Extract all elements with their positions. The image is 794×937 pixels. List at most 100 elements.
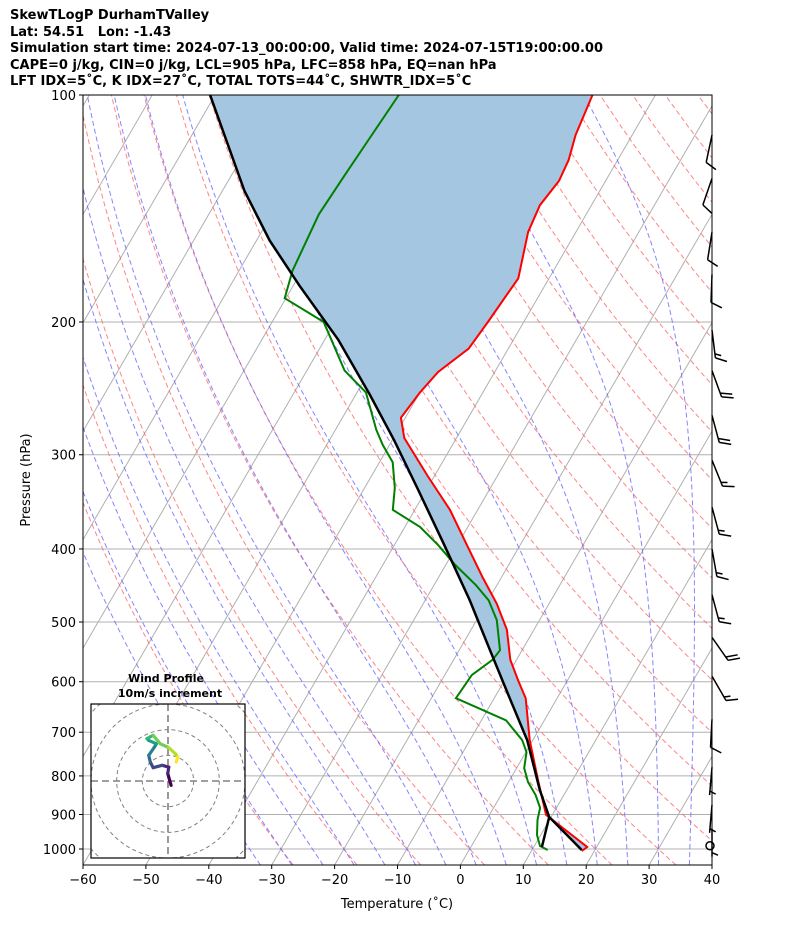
cin-shaded-area [210,95,593,851]
dry-adiabat [273,95,712,734]
x-tick-label: −60 [69,873,96,888]
x-tick-label: −10 [384,873,411,888]
moist-adiabat [358,95,629,865]
dry-adiabat [534,95,712,339]
barb-full [705,161,717,171]
wind-barb [711,594,732,625]
isotherm-gridline [585,647,712,865]
dry-adiabat [83,112,485,865]
barb-staff [711,675,727,701]
isotherm-gridline [83,95,279,433]
dry-adiabat [338,95,712,630]
x-tick-label: 10 [515,873,532,888]
barb-full [715,357,728,363]
barb-half [711,852,719,856]
dry-adiabat [83,383,358,865]
barb-staff [711,506,720,535]
dry-adiabat [208,95,712,842]
y-tick-label: 700 [51,726,76,741]
isotherm-gridline [83,95,216,324]
indices-text-1: CAPE=0 j/kg, CIN=0 j/kg, LCL=905 hPa, LF… [10,57,497,73]
barb-staff [711,415,720,443]
wind-barb [706,231,719,268]
x-tick-label: −40 [195,873,222,888]
isotherm-gridline [459,430,712,865]
isotherm-gridline [648,755,712,865]
wind-barb [705,134,717,171]
hodograph-trace-segment [174,755,180,764]
barb-full [718,437,731,442]
wind-barb [705,840,715,851]
wind-barb [711,636,741,662]
barb-full [725,698,739,702]
dry-adiabat [371,95,712,579]
y-tick-label: 200 [51,316,76,331]
barb-staff [711,459,724,487]
wind-barb [711,329,728,363]
y-tick-label: 100 [51,89,76,104]
barb-full [725,654,738,658]
x-tick-label: 30 [641,873,658,888]
isotherm-gridline [83,95,90,107]
isotherm-gridline [208,95,656,865]
moist-adiabat [113,95,477,865]
parcel-path-line [208,95,583,851]
moist-adiabat [83,355,355,865]
y-tick-label: 900 [51,808,76,823]
moist-adiabat [83,425,324,865]
wind-barb [702,178,713,214]
calm-wind-circle [705,840,715,851]
wind-barb [708,767,717,796]
y-tick-label: 800 [51,770,76,785]
dry-adiabat [83,257,422,865]
barb-staff [711,636,729,661]
dewpoint-line [283,95,549,851]
moist-adiabat [86,95,447,865]
wind-barb [711,675,739,702]
moist-adiabat [285,95,598,865]
mixing-ratio-line [540,816,551,848]
dry-adiabat [599,95,712,248]
barb-half [723,695,731,698]
moist-adiabat [583,95,695,865]
barb-full [721,396,734,399]
barb-full [710,301,723,309]
y-tick-label: 500 [51,616,76,631]
axis-ticks: −60 −50 −40 −30 −20 −10 0 10 20 30 40 100 200 300 400 5… [43,89,720,888]
hodograph-trace-segment [166,771,173,787]
hodograph-trace-segment [147,745,156,757]
moist-adiabat [144,95,507,865]
barb-half [709,790,717,795]
barb-staff [706,231,713,260]
barb-half [716,571,723,575]
barb-staff [705,134,713,163]
chart-header: SkewTLogP DurhamTValley Lat: 54.51 Lon: … [10,8,603,91]
x-tick-label: 40 [704,873,721,888]
chart-title: SkewTLogP DurhamTValley [10,8,210,23]
wind-barb [711,506,732,537]
isotherm-gridline [522,538,712,865]
barb-full [719,441,732,446]
wind-barb [711,370,734,399]
barb-full [720,392,733,395]
barb-staff [711,329,717,358]
moist-adiabat [83,490,293,865]
x-tick-label: −50 [132,873,159,888]
y-tick-label: 300 [51,449,76,464]
barb-half [718,617,725,620]
wind-barb [710,274,723,309]
y-tick-label: 400 [51,543,76,558]
hodograph-title: Wind Profile [128,672,204,685]
barb-full [727,657,741,662]
barb-full [702,204,713,214]
barb-full [716,575,729,581]
barb-staff [711,370,723,398]
dry-adiabat [176,95,677,865]
background-lines [83,95,712,865]
moist-adiabat [83,277,386,865]
indices-text-2: LFT IDX=5˚C, K IDX=27˚C, TOTAL TOTS=44˚C… [10,74,472,89]
dry-adiabat [501,95,712,386]
x-tick-label: −30 [258,873,285,888]
hodograph-subtitle: 10m/s increment [118,687,222,700]
